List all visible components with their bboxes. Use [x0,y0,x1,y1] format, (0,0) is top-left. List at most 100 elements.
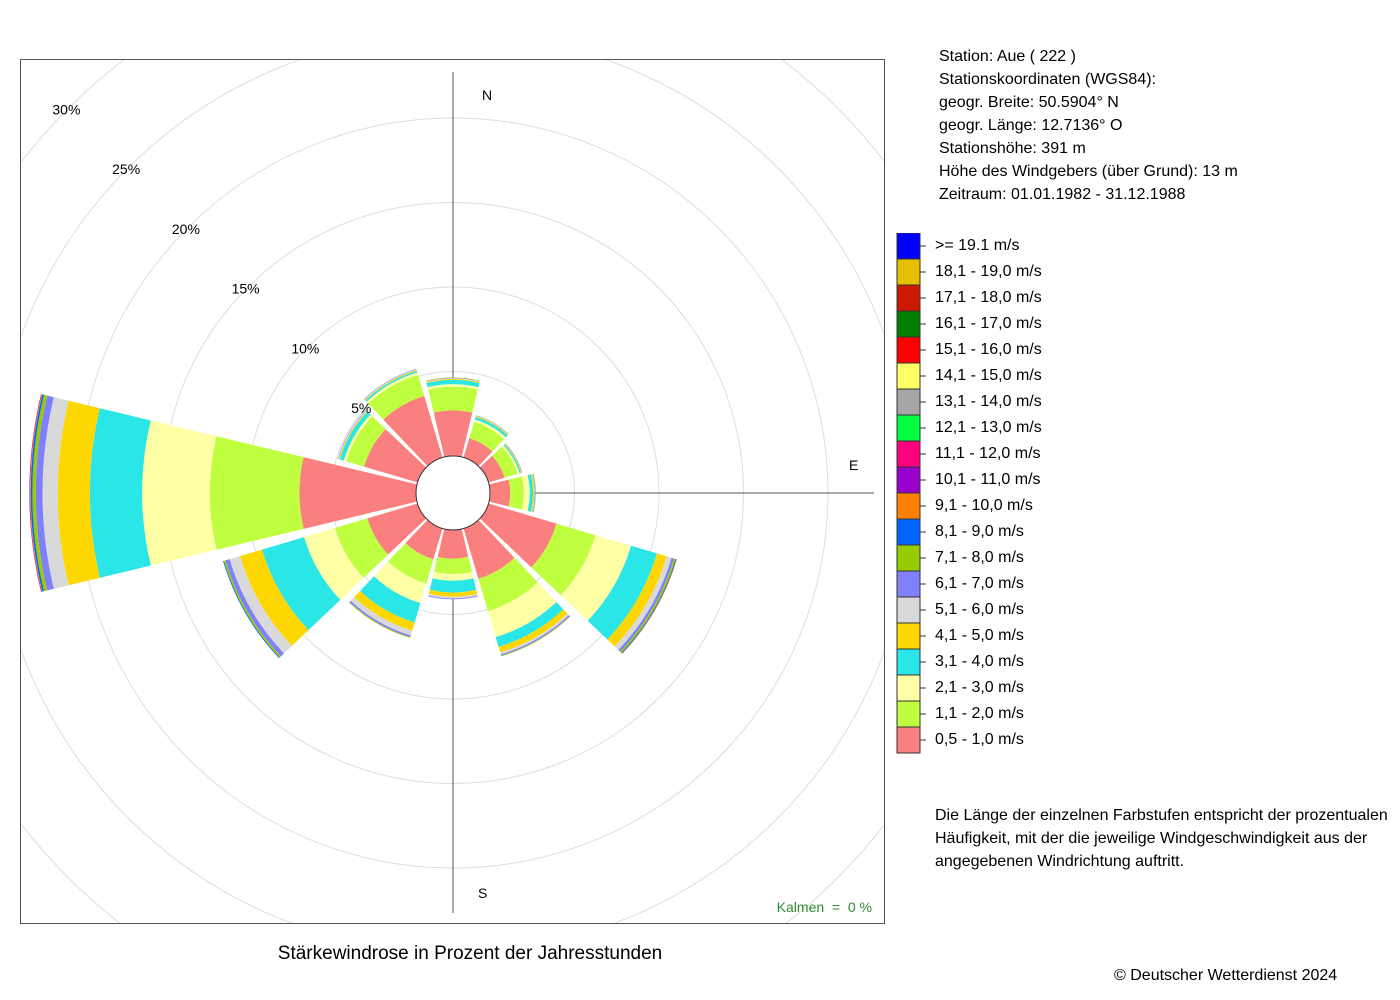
sector-W-class-10 [29,394,43,592]
sector-N-class-6 [426,378,480,383]
windrose-plot: 5% 10% 15% 20% 25% 30% N E S Kalmen = 0 % [20,59,885,924]
legend-swatch [896,596,921,624]
calm-label: Kalmen = 0 % [776,899,872,915]
ring-label-10: 10% [291,340,319,356]
legend-swatch [896,492,921,520]
sector-210-class-1 [405,519,443,560]
ring-label-15: 15% [232,281,260,297]
sector-E-class-4 [527,474,534,512]
ring-label-20: 20% [172,221,200,237]
legend-swatch [896,622,921,650]
sector-330-class-4 [365,370,418,402]
sector-060-class-2 [492,446,518,478]
legend-swatch [896,466,921,494]
sector-N-class-2 [428,386,478,413]
legend-swatch [896,284,921,312]
legend-swatches [896,233,926,754]
legend-label: 17,1 - 18,0 m/s [935,289,1042,306]
ring-label-25: 25% [112,161,140,177]
sector-120-class-3 [560,535,632,621]
sector-S-class-3 [432,571,474,581]
sector-S-class-5 [428,589,478,597]
legend-swatch [896,362,921,390]
sector-330-class-2 [368,374,425,420]
sector-060-class-4 [503,444,521,474]
sector-W-class-2 [209,436,304,550]
legend-label: 2,1 - 3,0 m/s [935,679,1024,696]
legend-label: 12,1 - 13,0 m/s [935,419,1042,436]
legend-swatch [896,544,921,572]
sector-300-class-1 [364,429,427,483]
legend-swatch [896,518,921,546]
legend-label: 18,1 - 19,0 m/s [935,263,1042,280]
legend-swatch [896,233,921,260]
calm-circle [415,455,491,531]
legend-label: 6,1 - 7,0 m/s [935,575,1024,592]
sector-150-class-6 [500,613,569,655]
legend-swatch [896,726,921,754]
sector-W-class-6 [42,397,69,589]
sector-150-class-5 [498,609,568,653]
legend-swatch [896,336,921,364]
sector-E-class-5 [530,474,535,512]
legend-swatch [896,440,921,468]
legend-label: 13,1 - 14,0 m/s [935,393,1042,410]
sector-120-class-5 [607,553,667,647]
sector-150-class-2 [478,557,538,612]
sector-N-class-4 [426,379,480,388]
sector-S-class-6 [428,593,478,599]
legend-swatch [896,570,921,598]
sector-E-class-7 [532,473,536,513]
time-period: Zeitraum: 01.01.1982 - 31.12.1988 [939,186,1186,203]
sector-120-class-1 [479,503,557,568]
sector-060-class-3 [501,445,520,474]
compass-label-N: N [482,87,492,103]
station-elevation: Stationshöhe: 391 m [939,140,1086,157]
sector-W-class-1 [299,457,418,529]
compass-label-E: E [849,457,858,473]
sector-240-class-4 [261,537,341,631]
legend-label: >= 19.1 m/s [935,237,1020,254]
legend-label: 7,1 - 8,0 m/s [935,549,1024,566]
station-coordinates-heading: Stationskoordinaten (WGS84): [939,71,1156,88]
legend-swatch [896,648,921,676]
sector-W-class-11 [29,394,42,592]
sector-210-class-6 [350,597,413,636]
sector-120-class-4 [587,545,657,640]
chart-title: Stärkewindrose in Prozent der Jahresstun… [277,943,663,964]
sector-240-class-3 [304,527,364,600]
sector-W-class-3 [142,420,217,566]
legend-label: 5,1 - 6,0 m/s [935,601,1024,618]
compass-label-S: S [478,885,487,901]
sector-210-class-3 [374,561,427,604]
sector-E-class-2 [508,476,524,510]
legend-label: 16,1 - 17,0 m/s [935,315,1042,332]
sector-210-class-2 [387,543,434,584]
sector-240-class-5 [240,549,309,646]
station-info: Station: Aue ( 222 ) Stationskoordinaten… [939,45,1238,206]
legend-swatch [896,674,921,702]
legend-swatch [896,414,921,442]
ring-label-5: 5% [351,400,371,416]
sector-N-class-8 [426,377,480,382]
sector-240-class-7 [225,559,284,657]
legend-swatch [896,700,921,728]
sector-E-class-1 [488,479,511,507]
sector-330-class-1 [383,395,443,467]
sector-E-class-3 [521,475,530,511]
sector-N-class-5 [426,379,480,384]
legend-label: 1,1 - 2,0 m/s [935,705,1024,722]
legend-label: 11,1 - 12,0 m/s [935,445,1041,462]
sector-E-class-8 [533,473,536,513]
copyright-notice: © Deutscher Wetterdienst 2024 [1114,967,1338,984]
sector-030-class-4 [474,417,508,438]
sector-210-class-4 [360,576,421,623]
sector-N-class-7 [426,377,480,382]
legend-label: 14,1 - 15,0 m/s [935,367,1042,384]
sector-240-class-1 [367,503,427,555]
windrose-svg: 5% 10% 15% 20% 25% 30% N E S [21,60,884,923]
sector-240-class-2 [334,518,389,578]
sector-240-class-6 [229,556,292,654]
legend-label: 8,1 - 9,0 m/s [935,523,1024,540]
chart-description: Die Länge der einzelnen Farbstufen entsp… [935,807,1388,870]
